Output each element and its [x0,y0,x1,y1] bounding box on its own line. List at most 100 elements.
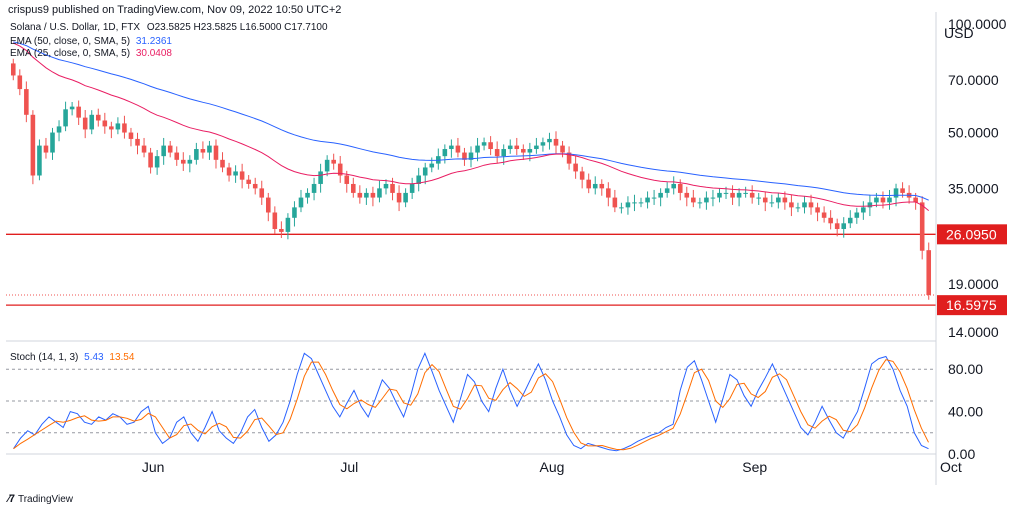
candle-body [828,217,833,224]
price-label-1: 16.5975 [946,297,997,313]
candle-body [586,179,591,189]
candle-body [292,207,297,218]
candle-body [743,192,748,194]
candle-body [396,192,402,203]
candle-body [252,183,258,189]
tradingview-logo-icon: ⁄7 [8,493,15,505]
price-tick-label: 19.0000 [948,276,999,292]
candle-body [357,192,363,198]
candle-body [756,197,762,199]
candle-body [619,207,624,209]
candle-body [553,138,559,146]
stoch-tick-label: 40.00 [948,404,983,420]
candle-body [802,202,807,208]
candle-body [566,152,572,164]
candle-body [521,149,526,153]
candle-body [887,197,892,203]
candle-body [167,145,173,153]
candle-body [625,202,631,208]
candle-body [311,183,317,193]
candle-body [867,202,873,208]
candle-body [821,212,827,218]
ema25-label: EMA (25, close, 0, SMA, 5) [10,48,131,59]
candle-body [808,202,814,208]
price-label-0: 26.0950 [946,226,997,242]
candle-body [475,145,480,153]
candle-body [560,145,565,153]
candle-body [207,145,212,153]
candle-body [645,197,650,203]
candle-body [409,183,415,193]
candle-body [63,109,68,127]
ema50-line [13,41,929,201]
candle-body [717,192,722,198]
stoch-d-line [13,359,929,451]
candle-body [194,149,199,160]
candle-body [89,114,95,130]
candle-body [272,212,278,229]
candle-body [462,152,467,160]
price-axis-unit: USD [944,25,974,41]
candle-body [612,197,618,208]
candle-body [154,156,160,168]
candle-body [109,126,114,130]
x-tick-label: Jul [340,459,358,475]
candle-body [776,197,781,203]
candle-body [180,159,186,164]
candle-body [285,217,291,232]
footer-brand: TradingView [17,493,73,505]
stoch-k-line [13,352,929,452]
candle-body [102,120,108,127]
candle-body [233,171,238,176]
candle-body [43,145,49,153]
price-tick-label: 100.0000 [948,16,1007,32]
candle-body [383,183,389,189]
candle-body [135,138,140,146]
price-label-box-0 [937,224,1007,245]
candle-body [789,202,794,208]
candle-body [122,123,127,133]
stoch-tick-label: 0.00 [948,446,975,462]
candle-body [606,188,611,198]
price-pane [6,41,936,306]
candle-body [592,183,598,189]
candle-body [298,197,304,208]
ohlc-values: O23.5825 H23.5825 L16.5000 C17.7100 [146,22,328,33]
candle-body [344,175,350,184]
candle-body [76,106,81,118]
candle-body [919,202,925,251]
candle-body [736,192,742,198]
candle-body [17,75,23,90]
candle-body [547,138,552,143]
ema50-label: EMA (50, close, 0, SMA, 5) [10,36,131,47]
ema50-legend: EMA (50, close, 0, SMA, 5) 31.2361 [10,36,172,47]
candle-body [671,183,676,189]
candle-body [279,228,284,232]
candle-body [56,126,62,133]
candle-body [507,145,513,150]
candle-body [514,145,520,150]
candle-body [599,183,605,189]
candle-body [684,192,690,198]
price-label-box-1 [937,295,1007,316]
x-tick-label: Oct [940,459,962,475]
candle-body [455,145,461,153]
candle-body [749,192,755,198]
candle-body [128,132,134,139]
price-tick-label: 70.0000 [948,72,999,88]
stoch-label: Stoch (14, 1, 3) [10,352,79,363]
stoch-legend: Stoch (14, 1, 3) 5.43 13.54 [10,352,134,363]
price-tick-label: 35.0000 [948,180,999,196]
candle-body [200,149,206,153]
candle-body [141,145,147,153]
candle-body [841,223,847,229]
candle-body [651,197,657,199]
candle-body [82,117,88,130]
candle-body [305,192,310,198]
candle-body [187,159,193,164]
candle-body [638,202,644,204]
candle-body [213,145,219,160]
publish-info: crispus9 published on TradingView.com, N… [8,4,342,16]
candle-body [534,145,539,150]
candle-body [658,192,663,198]
